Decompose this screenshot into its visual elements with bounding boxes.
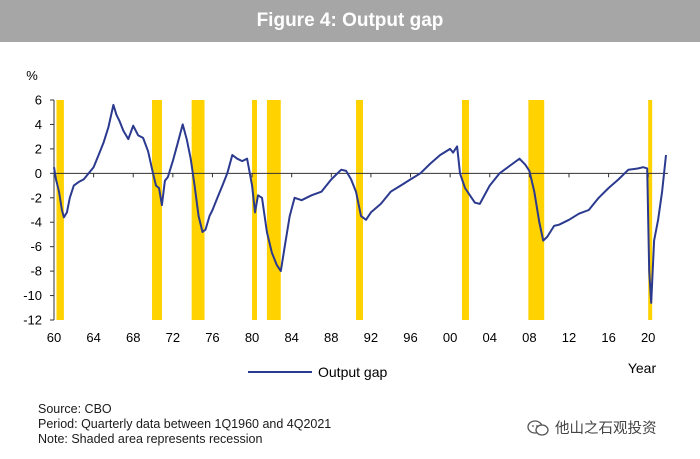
wechat-icon: [527, 419, 549, 436]
y-tick-label: -10: [23, 288, 42, 303]
y-axis-label: %: [26, 68, 38, 83]
y-tick-label: 2: [35, 141, 42, 156]
watermark-text: 他山之石观投资: [555, 421, 657, 437]
x-tick-label: 68: [126, 330, 140, 345]
legend: Output gap: [248, 364, 387, 380]
x-tick-label: 80: [245, 330, 259, 345]
x-tick-label: 96: [403, 330, 417, 345]
y-tick-label: -2: [30, 190, 42, 205]
x-tick-label: 04: [483, 330, 497, 345]
recession-band: [648, 100, 653, 320]
recession-band: [152, 100, 162, 320]
x-tick-label: 92: [364, 330, 378, 345]
recession-band: [266, 100, 281, 320]
x-tick-label: 16: [601, 330, 615, 345]
y-tick-label: -12: [23, 313, 42, 328]
x-tick-label: 76: [205, 330, 219, 345]
x-tick-label: 64: [86, 330, 100, 345]
y-tick-label: -4: [30, 215, 42, 230]
x-tick-label: 72: [166, 330, 180, 345]
y-tick-label: -6: [30, 239, 42, 254]
y-tick-label: -8: [30, 264, 42, 279]
period-note: Period: Quarterly data between 1Q1960 an…: [38, 417, 332, 431]
x-axis-label: Year: [628, 360, 657, 376]
recession-band: [462, 100, 469, 320]
y-tick-label: 6: [35, 93, 42, 108]
watermark: 他山之石观投资: [527, 417, 657, 438]
y-tick-label: 4: [35, 117, 42, 132]
x-tick-label: 60: [47, 330, 61, 345]
x-tick-label: 00: [443, 330, 457, 345]
x-tick-label: 12: [562, 330, 576, 345]
figure-title: Figure 4: Output gap: [0, 0, 700, 42]
x-tick-label: 84: [284, 330, 298, 345]
x-tick-label: 20: [641, 330, 655, 345]
series-line-output-gap: [53, 103, 667, 304]
recession-band: [56, 100, 64, 320]
x-tick-label: 08: [522, 330, 536, 345]
y-tick-label: 0: [35, 166, 42, 181]
source-note: Source: CBO: [38, 402, 112, 416]
x-tick-label: 88: [324, 330, 338, 345]
recession-note: Note: Shaded area represents recession: [38, 432, 263, 446]
legend-label-output-gap: Output gap: [318, 364, 387, 380]
chart-notes: Source: CBO Period: Quarterly data betwe…: [38, 402, 331, 447]
